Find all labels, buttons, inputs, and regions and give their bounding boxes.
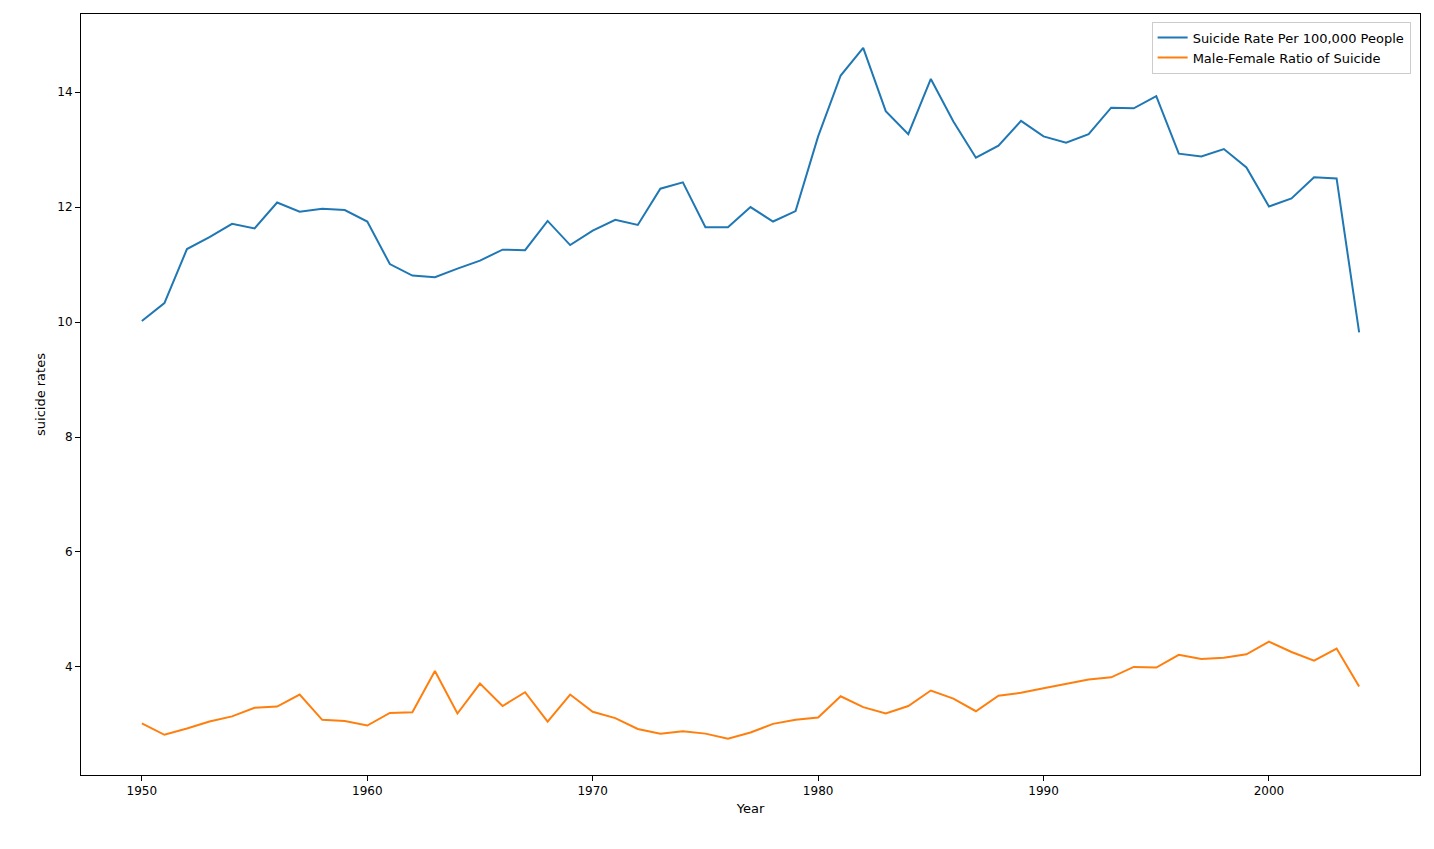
svg-text:8: 8 [65,430,73,444]
svg-text:Male-Female Ratio of Suicide: Male-Female Ratio of Suicide [1193,51,1381,66]
svg-text:4: 4 [65,660,73,674]
svg-text:1980: 1980 [803,784,834,798]
svg-text:10: 10 [57,315,72,329]
svg-text:2000: 2000 [1254,784,1285,798]
svg-text:12: 12 [57,200,72,214]
svg-text:1950: 1950 [127,784,158,798]
svg-text:Suicide Rate Per 100,000 Peopl: Suicide Rate Per 100,000 People [1193,31,1404,46]
svg-text:1970: 1970 [577,784,608,798]
svg-text:6: 6 [65,545,73,559]
svg-text:1960: 1960 [352,784,383,798]
svg-text:1990: 1990 [1028,784,1059,798]
svg-text:Year: Year [736,801,765,816]
svg-text:suicide rates: suicide rates [33,353,48,436]
svg-text:14: 14 [57,85,72,99]
